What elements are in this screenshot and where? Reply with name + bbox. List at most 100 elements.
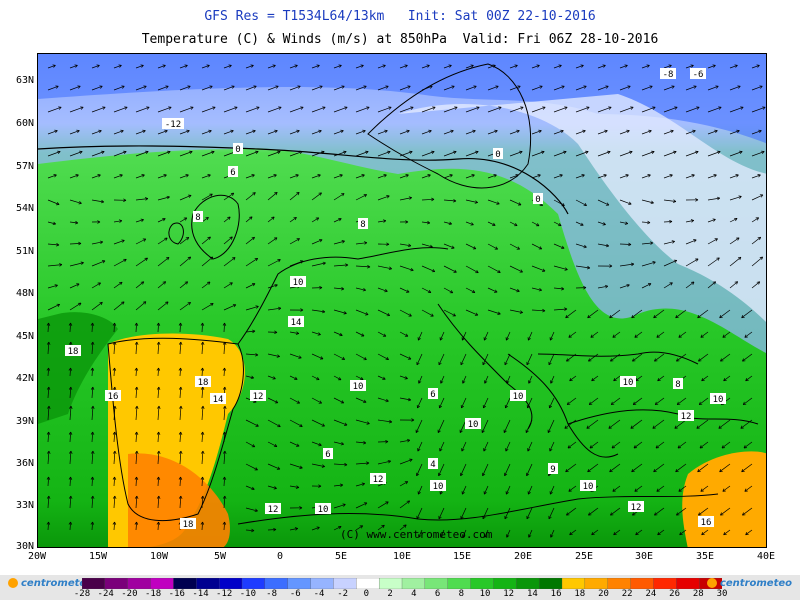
color-swatch xyxy=(287,578,312,589)
contour-label: 0 xyxy=(495,150,500,160)
lat-label: 45N xyxy=(15,331,34,342)
color-swatch xyxy=(493,578,517,589)
contour-label-bg xyxy=(428,388,438,399)
color-bar-label: -28 xyxy=(73,589,91,599)
contour-label-bg xyxy=(660,68,676,79)
lon-label: 0 xyxy=(276,551,284,562)
contour-label: 14 xyxy=(213,395,224,405)
contour-label: 10 xyxy=(433,482,444,492)
contour-label-bg xyxy=(162,118,184,129)
color-swatch xyxy=(516,578,540,589)
iberia-hot xyxy=(128,453,230,547)
contour-label: 16 xyxy=(108,392,119,402)
contour-label-bg xyxy=(620,376,636,387)
lon-label: 15E xyxy=(452,551,472,562)
color-bar-label: -4 xyxy=(313,589,325,599)
lat-label: 39N xyxy=(15,416,34,427)
color-swatch xyxy=(470,578,495,589)
contour-label: 9 xyxy=(550,465,555,475)
lat-label: 63N xyxy=(15,75,34,86)
contour-label: 14 xyxy=(291,318,302,328)
coastlines xyxy=(107,63,759,525)
contour-label: 18 xyxy=(183,520,194,530)
contour-label-bg xyxy=(428,458,438,469)
contour-label: 10 xyxy=(318,505,329,515)
color-bar-label: 28 xyxy=(692,589,704,599)
lon-label: 20W xyxy=(27,551,47,562)
lat-label: 36N xyxy=(15,458,34,469)
color-swatch xyxy=(264,578,289,589)
lon-label: 15W xyxy=(88,551,108,562)
color-legend: centrometeo -28 -24 -20 -18 -16 -14 -12 -10 -8 -6… xyxy=(0,575,800,600)
contour-label-bg xyxy=(678,410,694,421)
color-swatch xyxy=(196,578,220,589)
contour-label-bg xyxy=(288,316,304,327)
color-swatch xyxy=(104,578,129,589)
contour-label-bg xyxy=(370,473,386,484)
contour-label-bg xyxy=(710,393,726,404)
contour-label: 18 xyxy=(68,347,79,357)
contour-label-bg xyxy=(250,390,266,401)
color-bar-label: 30 xyxy=(716,589,728,599)
lat-label: 57N xyxy=(15,161,34,172)
color-bar-label: 26 xyxy=(669,589,681,599)
color-bar-label: 2 xyxy=(387,589,393,599)
contour-label: 12 xyxy=(373,475,384,485)
color-swatch xyxy=(218,578,243,589)
contour-label-bg xyxy=(65,345,81,356)
color-swatch xyxy=(173,578,197,589)
color-bar-label: 0 xyxy=(363,589,370,599)
contour-label-bg xyxy=(193,211,203,222)
contour-label: 12 xyxy=(681,412,692,422)
lat-label: 54N xyxy=(15,203,34,214)
color-bar-label: -14 xyxy=(192,589,209,599)
contour-label-bg xyxy=(580,480,596,491)
contour-label-bg xyxy=(673,378,683,389)
color-swatch xyxy=(241,578,266,589)
contour-label-bg xyxy=(493,148,503,159)
contour-label: 6 xyxy=(430,390,435,400)
color-bar-label: -12 xyxy=(216,589,233,599)
color-swatch xyxy=(401,578,426,589)
lat-label: 42N xyxy=(15,373,34,384)
contour-label: 6 xyxy=(230,168,235,178)
color-swatch xyxy=(676,578,700,589)
contour-label: 4 xyxy=(430,460,435,470)
logo-right: centrometeo xyxy=(706,578,792,589)
contour-label-bg xyxy=(510,390,526,401)
lon-label: 25E xyxy=(574,551,594,562)
contour-label: 6 xyxy=(325,450,330,460)
lon-label: 40E xyxy=(756,551,776,562)
color-bar-label: -8 xyxy=(266,589,278,599)
contour-label: -6 xyxy=(693,70,704,80)
lon-label: 5W xyxy=(213,551,227,562)
lon-label: 10E xyxy=(392,551,412,562)
color-swatch xyxy=(150,578,175,589)
contour-label: 12 xyxy=(631,503,642,513)
contour-label-bg xyxy=(358,218,368,229)
copyright-credit: (C) www.centrometeo.com xyxy=(340,528,493,541)
contour-label-bg xyxy=(350,380,366,391)
logo-dot-icon xyxy=(8,578,18,588)
contour-label: 8 xyxy=(675,380,680,390)
lat-label: 51N xyxy=(15,246,34,257)
lat-label: 33N xyxy=(15,500,34,511)
atlantic-mild xyxy=(38,312,118,424)
color-bar-label: 18 xyxy=(574,589,586,599)
color-swatch xyxy=(424,578,449,589)
color-swatch xyxy=(378,578,403,589)
color-bar-label: -16 xyxy=(168,589,185,599)
lon-label: 20E xyxy=(513,551,533,562)
logo-left: centrometeo xyxy=(8,578,93,589)
contour-label: 10 xyxy=(353,382,364,392)
contour-label-bg xyxy=(290,276,306,287)
color-bar-label: -2 xyxy=(337,589,349,599)
color-swatch xyxy=(310,578,335,589)
contour-label: 12 xyxy=(253,392,264,402)
color-swatch xyxy=(584,578,609,589)
contour-label: 10 xyxy=(583,482,594,492)
contour-label: 10 xyxy=(293,278,304,288)
title-model-init: GFS Res = T1534L64/13km Init: Sat 00Z 22… xyxy=(204,9,596,24)
color-swatch xyxy=(447,578,472,589)
color-bar-label: 20 xyxy=(598,589,609,599)
